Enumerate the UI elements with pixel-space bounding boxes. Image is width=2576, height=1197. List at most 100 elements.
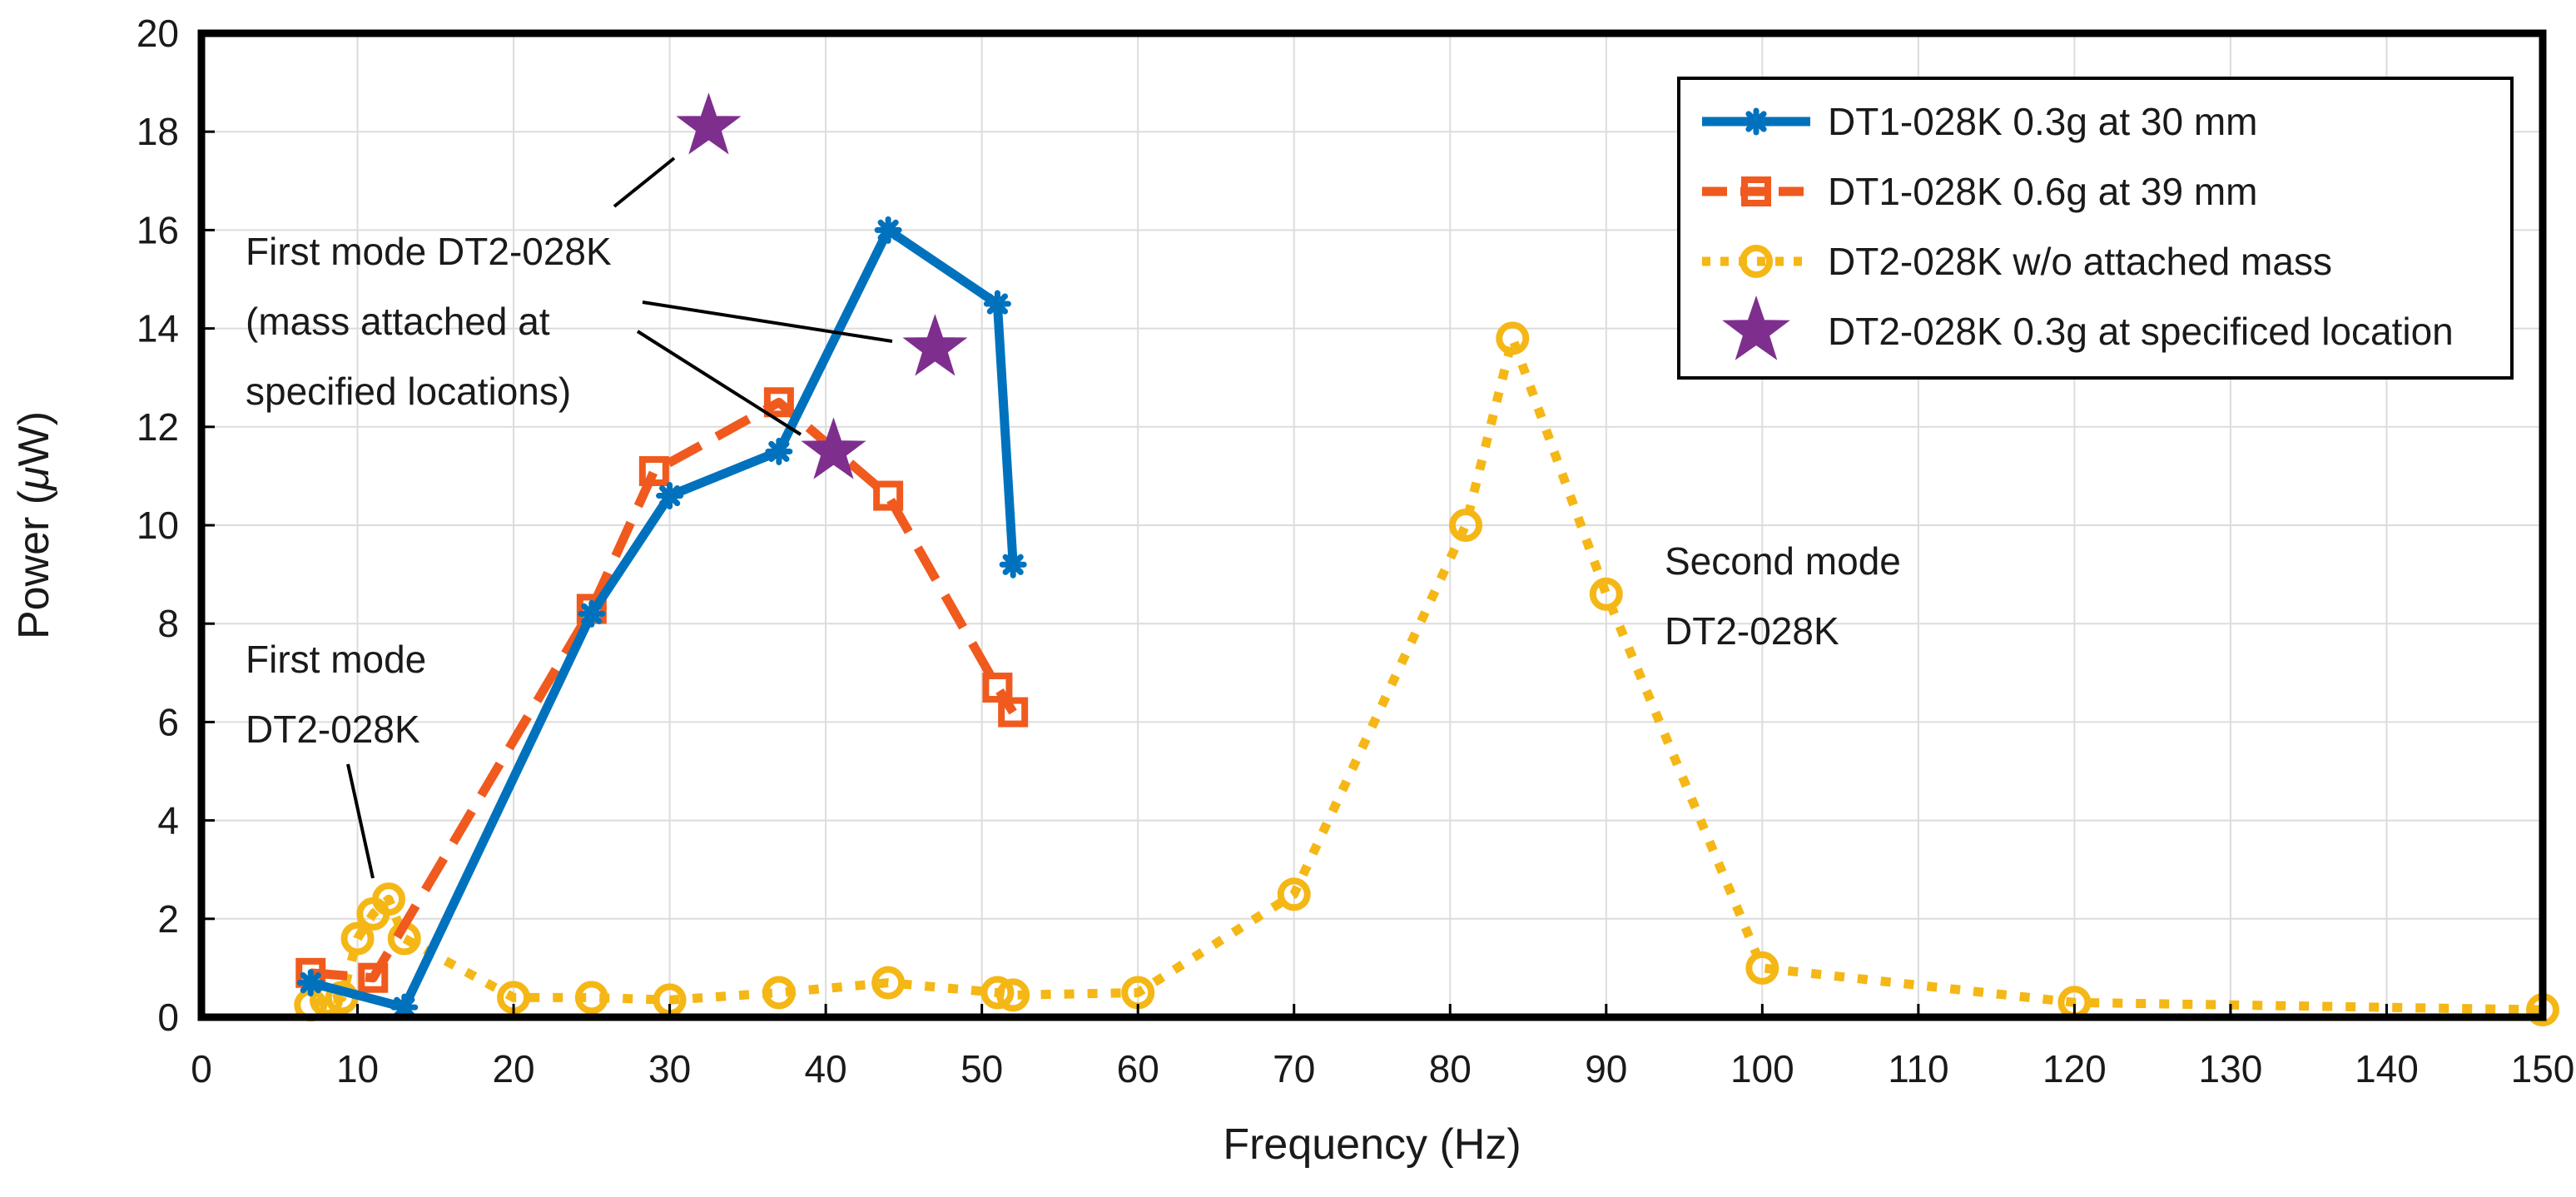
annotation-leader: [613, 156, 676, 208]
data-point: [390, 993, 419, 1021]
series: [294, 92, 2559, 1027]
annotation-line: specified locations): [246, 370, 571, 413]
data-point: [676, 92, 742, 155]
data-point: [765, 437, 793, 465]
x-tick-label: 40: [805, 1047, 847, 1090]
y-tick-label: 8: [157, 602, 179, 645]
data-point: [762, 976, 796, 1010]
legend: DT1-028K 0.3g at 30 mm DT1-028K 0.6g at 3…: [1677, 77, 2514, 380]
y-tick-label: 10: [136, 504, 179, 547]
annotation-line: Second mode: [1665, 539, 1901, 583]
series-line: [309, 225, 1018, 1012]
y-tick-label: 14: [136, 307, 179, 350]
x-tick-label: 30: [648, 1047, 691, 1090]
data-point: [656, 482, 684, 510]
data-point: [873, 480, 904, 511]
data-point: [638, 455, 669, 486]
data-point: [1742, 107, 1770, 136]
y-tick-label: 20: [136, 12, 179, 55]
y-axis-label-suffix: W): [10, 411, 58, 466]
annotation-line: DT2-028K: [1665, 609, 1839, 653]
annotation-second-mode: Second mode DT2-028K: [1665, 539, 1901, 653]
x-tick-label: 100: [1730, 1047, 1794, 1090]
y-tick-label: 12: [136, 405, 179, 449]
series-line: [309, 333, 2544, 1015]
annotation-line: DT2-028K: [246, 708, 420, 751]
legend-label: DT1-028K 0.6g at 39 mm: [1828, 170, 2257, 213]
y-axis-label: Power (μW): [10, 411, 58, 639]
x-tick-label: 80: [1429, 1047, 1472, 1090]
data-point: [1449, 509, 1483, 542]
series-3: [676, 92, 968, 479]
data-point: [1589, 577, 1623, 611]
x-tick-label: 90: [1585, 1047, 1627, 1090]
y-tick-label: 18: [136, 110, 179, 153]
data-point: [372, 882, 406, 916]
x-tick-label: 150: [2511, 1047, 2575, 1090]
data-point: [983, 290, 1011, 318]
series-0: [296, 216, 1027, 1021]
data-point: [763, 387, 794, 418]
legend-label: DT2-028K 0.3g at specificed location: [1828, 310, 2454, 353]
data-point: [296, 969, 325, 997]
axis-ticks: 0 10 20 30 40 50 60 70 80 90 100 110 120 130 140 150 0 2 4…: [136, 12, 2575, 1090]
legend-entry: DT2-028K 0.3g at specificed location: [1722, 296, 2454, 360]
data-point: [874, 216, 902, 244]
legend-entry: DT1-028K 0.6g at 39 mm: [1702, 170, 2257, 213]
data-point: [801, 417, 866, 479]
data-point: [996, 978, 1030, 1012]
data-point: [871, 966, 906, 1000]
legend-label: DT2-028K w/o attached mass: [1828, 240, 2332, 283]
annotation-line: First mode DT2-028K: [246, 230, 612, 273]
series-line: [310, 397, 1017, 983]
data-point: [1745, 951, 1779, 985]
y-tick-label: 16: [136, 208, 179, 251]
annotation-leader: [636, 330, 802, 436]
data-point: [980, 976, 1015, 1010]
data-point: [1741, 176, 1771, 206]
annotation-leader: [346, 763, 375, 879]
legend-box: [1677, 77, 2514, 380]
data-point: [1722, 296, 1790, 360]
data-point: [998, 697, 1029, 728]
data-point: [578, 599, 606, 628]
x-tick-label: 60: [1117, 1047, 1159, 1090]
data-point: [574, 981, 608, 1015]
x-axis-label: Frequency (Hz): [1223, 1120, 1521, 1169]
legend-label: DT1-028K 0.3g at 30 mm: [1828, 100, 2257, 143]
x-tick-label: 140: [2355, 1047, 2419, 1090]
data-point: [982, 673, 1013, 703]
annotation-leader: [642, 300, 893, 343]
annotation-line: First mode: [246, 638, 426, 681]
x-tick-label: 70: [1273, 1047, 1315, 1090]
data-point: [999, 550, 1027, 579]
y-tick-label: 2: [157, 897, 179, 941]
x-tick-label: 110: [1888, 1047, 1948, 1090]
x-tick-label: 120: [2042, 1047, 2107, 1090]
legend-entry: DT1-028K 0.3g at 30 mm: [1702, 100, 2257, 143]
x-tick-label: 20: [492, 1047, 534, 1090]
x-tick-label: 10: [336, 1047, 379, 1090]
data-point: [1277, 877, 1311, 911]
data-point: [902, 314, 968, 376]
annotations: First mode DT2-028K (mass attached at sp…: [246, 156, 1901, 879]
x-tick-label: 130: [2199, 1047, 2263, 1090]
y-tick-label: 6: [157, 700, 179, 743]
data-point: [1496, 321, 1530, 355]
data-point: [1740, 245, 1773, 278]
annotation-first-mode-mass: First mode DT2-028K (mass attached at sp…: [246, 156, 893, 436]
data-point: [340, 921, 375, 956]
annotation-first-mode: First mode DT2-028K: [246, 638, 426, 879]
legend-entry: DT2-028K w/o attached mass: [1702, 240, 2332, 283]
y-axis-label-mu: μ: [10, 466, 58, 492]
y-tick-label: 0: [157, 996, 179, 1039]
x-tick-label: 0: [191, 1047, 212, 1090]
y-tick-label: 4: [157, 799, 179, 842]
annotation-line: (mass attached at: [246, 300, 550, 343]
legend-entries: DT1-028K 0.3g at 30 mm DT1-028K 0.6g at 3…: [1702, 100, 2454, 360]
x-tick-label: 50: [960, 1047, 1003, 1090]
data-point: [358, 962, 389, 993]
y-axis-label-prefix: Power (: [10, 489, 58, 639]
